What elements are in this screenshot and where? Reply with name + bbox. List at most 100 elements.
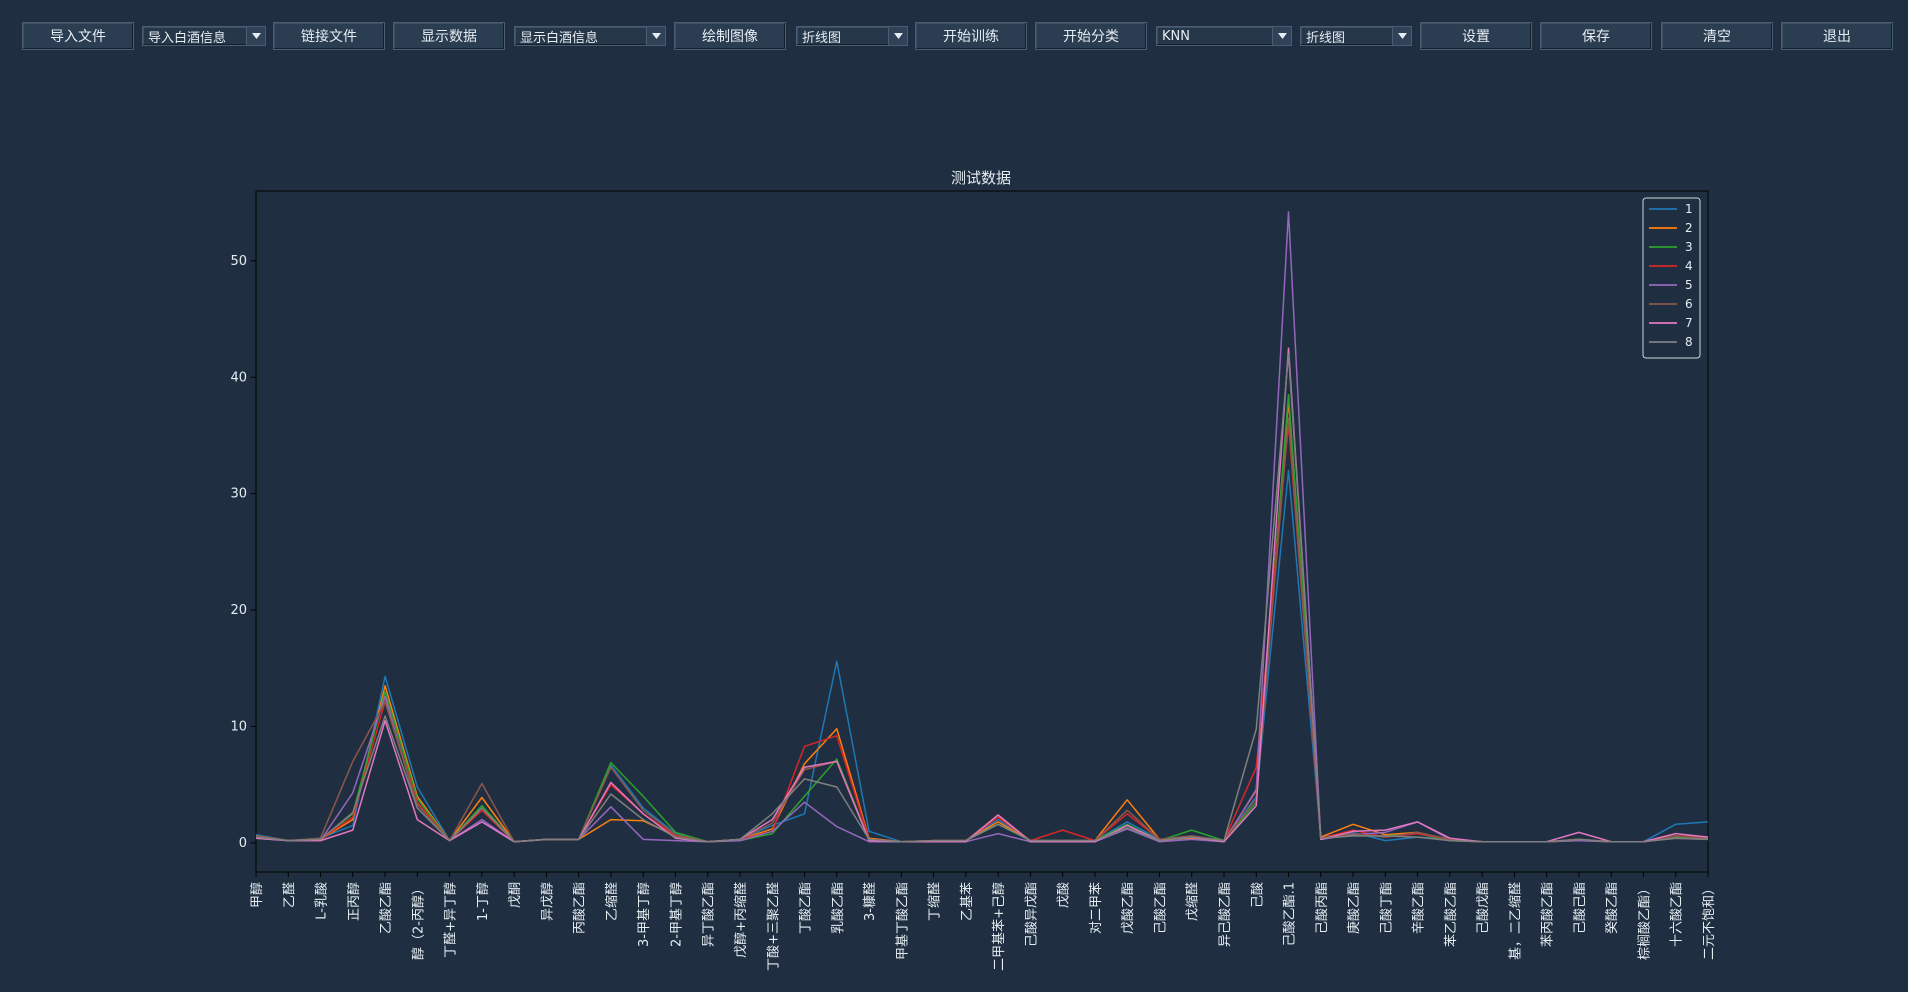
legend-label: 6 — [1685, 297, 1693, 311]
toolbar-button-2[interactable]: 链接文件 — [273, 22, 385, 50]
x-tick-label: 丁酸+三聚乙醛 — [765, 882, 781, 971]
select-value: 显示白酒信息 — [520, 30, 599, 46]
toolbar-button-13[interactable]: 清空 — [1661, 22, 1773, 50]
x-tick-label: 己酸丁酯 — [1379, 882, 1394, 934]
x-tick-label: 戊醇+丙缩醛 — [733, 882, 749, 958]
toolbar-button-3[interactable]: 显示数据 — [393, 22, 505, 50]
x-tick-label: 戊酮 — [508, 882, 523, 908]
x-tick-label: 戊缩醛 — [1185, 882, 1201, 921]
x-tick-label: 辛酸乙酯 — [1412, 882, 1427, 934]
series-line-5 — [255, 211, 1709, 843]
x-tick-label: 乙缩醛 — [604, 882, 620, 921]
toolbar-button-0[interactable]: 导入文件 — [22, 22, 134, 50]
toolbar-select-9[interactable]: KNN — [1156, 26, 1292, 46]
legend-label: 2 — [1685, 221, 1693, 235]
toolbar-button-11[interactable]: 设置 — [1420, 22, 1532, 50]
toolbar-button-7[interactable]: 开始训练 — [915, 22, 1027, 50]
y-axis: 0 10 20 30 40 50 — [230, 254, 256, 851]
series-lines — [255, 211, 1709, 843]
y-tick-label: 20 — [230, 603, 247, 618]
series-line-6 — [255, 417, 1709, 843]
x-tick-label: 己酸戊酯 — [1476, 882, 1491, 934]
x-tick-label: 基，二乙缩醛 — [1507, 882, 1523, 960]
toolbar-button-12[interactable]: 保存 — [1540, 22, 1652, 50]
select-value: 导入白酒信息 — [148, 30, 227, 46]
x-tick-label: 苯乙酸乙酯 — [1444, 882, 1459, 947]
toolbar-button-14[interactable]: 退出 — [1781, 22, 1893, 50]
y-tick-label: 30 — [230, 487, 247, 502]
x-tick-label: 3-糠醛 — [862, 882, 878, 921]
series-line-3 — [255, 393, 1709, 843]
chevron-down-icon[interactable] — [246, 27, 265, 45]
series-line-7 — [255, 347, 1709, 843]
x-tick-label: 乙酸乙酯 — [379, 882, 394, 934]
chevron-down-icon[interactable] — [646, 27, 665, 45]
chevron-down-icon[interactable] — [1392, 27, 1411, 45]
toolbar-select-10[interactable]: 折线图 — [1300, 26, 1412, 46]
x-tick-label: 异戊醇 — [539, 882, 555, 921]
x-tick-label: 戊酸 — [1057, 882, 1072, 908]
select-value: 折线图 — [802, 30, 842, 46]
x-tick-label: 乙基苯 — [960, 882, 975, 921]
x-tick-label: 己酸异戊酯 — [1024, 882, 1039, 947]
toolbar-select-1[interactable]: 导入白酒信息 — [142, 26, 266, 46]
x-axis: 甲醇 乙醛 L-乳酸 正丙醇 乙酸乙酯 醇（2-丙醇） 丁醛+异丁醇 1-丁醇 戊酮 异戊醇 丙酸乙… — [249, 872, 1717, 971]
y-tick-label: 40 — [230, 370, 247, 385]
x-tick-label: 二甲基苯+己醇 — [991, 882, 1007, 971]
x-tick-label: 庚酸乙酯 — [1346, 882, 1362, 934]
x-tick-label: 1-丁醇 — [475, 882, 491, 921]
x-tick-label: 苯丙酸乙酯 — [1541, 882, 1556, 947]
select-value: 折线图 — [1306, 30, 1346, 46]
x-tick-label: 己酸丙酯 — [1315, 882, 1330, 934]
x-tick-label: 丁醛+异丁醇 — [443, 882, 459, 958]
toolbar-button-5[interactable]: 绘制图像 — [674, 22, 786, 50]
series-line-4 — [255, 423, 1709, 843]
x-tick-label: 己酸己酯 — [1573, 882, 1588, 934]
x-tick-label: 对二甲苯 — [1089, 882, 1104, 934]
legend[interactable]: 1 2 3 4 5 6 7 8 — [1642, 197, 1701, 359]
legend-label: 4 — [1685, 259, 1693, 273]
x-tick-label: 己酸乙酯 — [1153, 882, 1168, 934]
series-line-2 — [255, 399, 1709, 843]
legend-label: 8 — [1685, 335, 1693, 349]
x-tick-label: 丙酸乙酯 — [573, 882, 588, 934]
x-tick-label: 二元不饱和） — [1702, 882, 1717, 960]
legend-label: 3 — [1685, 240, 1693, 254]
toolbar: 导入文件 导入白酒信息 链接文件 显示数据 显示白酒信息 绘制图像 折线图 开始训练 开始分类 K… — [0, 0, 1908, 60]
plot-frame — [255, 190, 1709, 873]
x-tick-label: 己酸乙酯.1 — [1283, 882, 1298, 946]
x-tick-label: 己酸 — [1250, 882, 1265, 908]
y-tick-label: 10 — [230, 719, 247, 734]
x-tick-label: L-乳酸 — [315, 882, 330, 920]
legend-box — [1642, 197, 1701, 359]
series-line-8 — [255, 353, 1709, 843]
x-tick-label: 棕榈酸乙酯） — [1637, 882, 1652, 960]
select-value: KNN — [1162, 28, 1190, 44]
chevron-down-icon[interactable] — [888, 27, 907, 45]
x-tick-label: 十六酸乙酯 — [1670, 882, 1685, 947]
series-line-1 — [255, 469, 1709, 843]
legend-label: 5 — [1685, 278, 1693, 292]
x-tick-label: 3-甲基丁醇 — [636, 882, 652, 947]
legend-label: 1 — [1685, 202, 1693, 216]
toolbar-select-4[interactable]: 显示白酒信息 — [514, 26, 666, 46]
y-tick-label: 0 — [239, 836, 247, 851]
x-tick-label: 醇（2-丙醇） — [410, 882, 426, 960]
x-tick-label: 癸酸乙酯 — [1605, 882, 1620, 934]
y-tick-label: 50 — [230, 254, 247, 269]
toolbar-select-6[interactable]: 折线图 — [796, 26, 908, 46]
x-tick-label: 乳酸乙酯 — [831, 882, 846, 934]
x-tick-label: 甲基丁酸乙酯 — [895, 882, 910, 960]
x-tick-label: 正丙醇 — [346, 882, 362, 921]
x-tick-label: 丁缩醛 — [927, 882, 943, 921]
x-tick-label: 异己酸乙酯 — [1218, 882, 1233, 947]
x-tick-label: 戊酸乙酯 — [1121, 882, 1136, 934]
x-tick-label: 丁酸乙酯 — [799, 882, 814, 934]
x-tick-label: 2-甲基丁醇 — [668, 882, 684, 947]
x-tick-label: 乙醛 — [281, 882, 297, 908]
x-tick-label: 甲醇 — [249, 882, 265, 908]
legend-label: 7 — [1685, 316, 1693, 330]
toolbar-button-8[interactable]: 开始分类 — [1035, 22, 1147, 50]
chevron-down-icon[interactable] — [1272, 27, 1291, 45]
